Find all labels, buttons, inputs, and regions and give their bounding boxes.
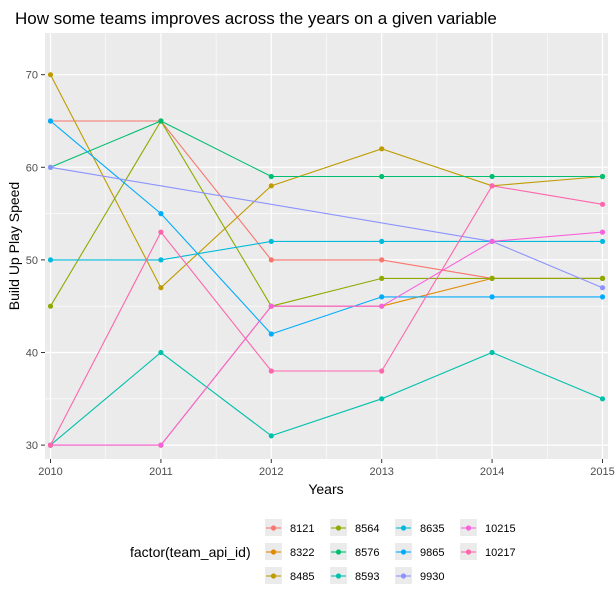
data-point-8635 (268, 238, 274, 244)
series-line-9865 (50, 120, 603, 335)
data-point-10217 (489, 183, 495, 189)
data-point-8576 (379, 173, 385, 180)
data-point-8485 (379, 146, 385, 152)
x-tick-label: 2010 (38, 466, 62, 478)
x-tick-label: 2014 (480, 466, 504, 478)
series-layer (47, 72, 606, 448)
data-point-8593 (379, 396, 385, 402)
legend-key-point-8485 (270, 573, 277, 579)
legend: factor(team_api_id) 8121 8322 8485 8564 8576… (130, 519, 516, 584)
data-point-8635 (599, 238, 606, 244)
data-point-9865 (268, 331, 274, 337)
y-tick-label: 70 (26, 70, 38, 82)
data-point-8593 (489, 349, 495, 356)
data-point-10217 (158, 229, 164, 235)
legend-label-8121: 8121 (290, 523, 314, 535)
legend-key-point-8576 (335, 549, 342, 555)
data-point-10217 (599, 201, 606, 207)
data-point-8564 (599, 275, 606, 281)
x-tick-label: 2011 (149, 466, 173, 478)
series-line-10215 (50, 231, 603, 446)
data-point-8635 (47, 257, 54, 263)
data-point-8485 (47, 72, 54, 78)
legend-label-8564: 8564 (355, 523, 379, 535)
x-tick-label: 2013 (369, 466, 393, 478)
data-point-9865 (489, 294, 495, 300)
data-point-10215 (158, 442, 164, 448)
y-tick-label: 60 (26, 162, 38, 174)
data-point-10215 (268, 303, 274, 309)
legend-label-8576: 8576 (355, 547, 379, 559)
data-point-8485 (158, 285, 164, 291)
data-point-8485 (268, 183, 274, 189)
data-point-8576 (599, 173, 606, 180)
data-point-8564 (489, 275, 495, 281)
data-point-9865 (158, 211, 164, 217)
data-point-10217 (268, 368, 274, 374)
data-point-10217 (47, 442, 54, 448)
y-axis-ticks: 30 40 50 60 70 (26, 70, 45, 452)
legend-label-8635: 8635 (420, 523, 444, 535)
data-point-8635 (158, 257, 164, 263)
data-point-10215 (489, 238, 495, 244)
legend-key-point-8322 (270, 549, 277, 555)
data-point-9930 (599, 285, 606, 291)
legend-key-point-10217 (465, 549, 472, 555)
data-point-8564 (379, 275, 385, 281)
legend-title: factor(team_api_id) (130, 544, 251, 560)
legend-label-8322: 8322 (290, 547, 314, 559)
legend-label-10217: 10217 (485, 547, 516, 559)
data-point-8121 (268, 257, 274, 263)
x-axis-label: Years (308, 481, 343, 497)
series-line-8485 (50, 74, 603, 289)
data-point-8593 (158, 349, 164, 356)
x-tick-label: 2012 (259, 466, 283, 478)
legend-label-9930: 9930 (420, 571, 444, 583)
x-axis-ticks: 2010 2011 2012 2013 2014 2015 (38, 459, 615, 478)
major-gridlines (45, 33, 608, 459)
legend-items: 8121 8322 8485 8564 8576 8593 8635 9865 9930 1021… (265, 519, 516, 584)
legend-label-8485: 8485 (290, 571, 314, 583)
series-line-8576 (50, 120, 603, 178)
legend-key-point-9865 (400, 549, 407, 555)
legend-key-point-8593 (335, 573, 342, 579)
y-tick-label: 50 (26, 255, 38, 267)
series-line-8635 (50, 240, 603, 261)
series-line-8593 (50, 351, 603, 446)
data-point-9865 (599, 294, 606, 300)
x-tick-label: 2015 (590, 466, 614, 478)
legend-key-point-9930 (400, 573, 407, 579)
data-point-8593 (268, 433, 274, 439)
data-point-8576 (158, 118, 164, 124)
legend-label-9865: 9865 (420, 547, 444, 559)
series-line-10217 (50, 185, 603, 446)
data-point-8593 (599, 396, 606, 402)
legend-key-point-8635 (400, 525, 407, 531)
legend-key-point-8564 (335, 525, 342, 531)
data-point-8635 (379, 238, 385, 244)
data-point-8576 (489, 173, 495, 180)
data-point-8576 (268, 173, 274, 180)
y-tick-label: 30 (26, 440, 38, 452)
data-point-10215 (599, 229, 606, 235)
data-point-10215 (379, 303, 385, 309)
data-point-8121 (379, 257, 385, 263)
legend-key-point-8121 (270, 525, 277, 531)
data-point-10217 (379, 368, 385, 374)
legend-label-8593: 8593 (355, 571, 379, 583)
series-line-8564 (50, 119, 603, 307)
data-point-9930 (47, 164, 54, 170)
chart-title: How some teams improves across the years… (15, 9, 497, 28)
data-point-9865 (47, 118, 54, 124)
y-axis-label: Build Up Play Speed (6, 182, 22, 310)
data-point-9865 (379, 294, 385, 300)
data-point-8564 (47, 303, 54, 309)
legend-label-10215: 10215 (485, 523, 516, 535)
y-tick-label: 40 (26, 348, 38, 360)
legend-key-point-10215 (465, 525, 472, 531)
